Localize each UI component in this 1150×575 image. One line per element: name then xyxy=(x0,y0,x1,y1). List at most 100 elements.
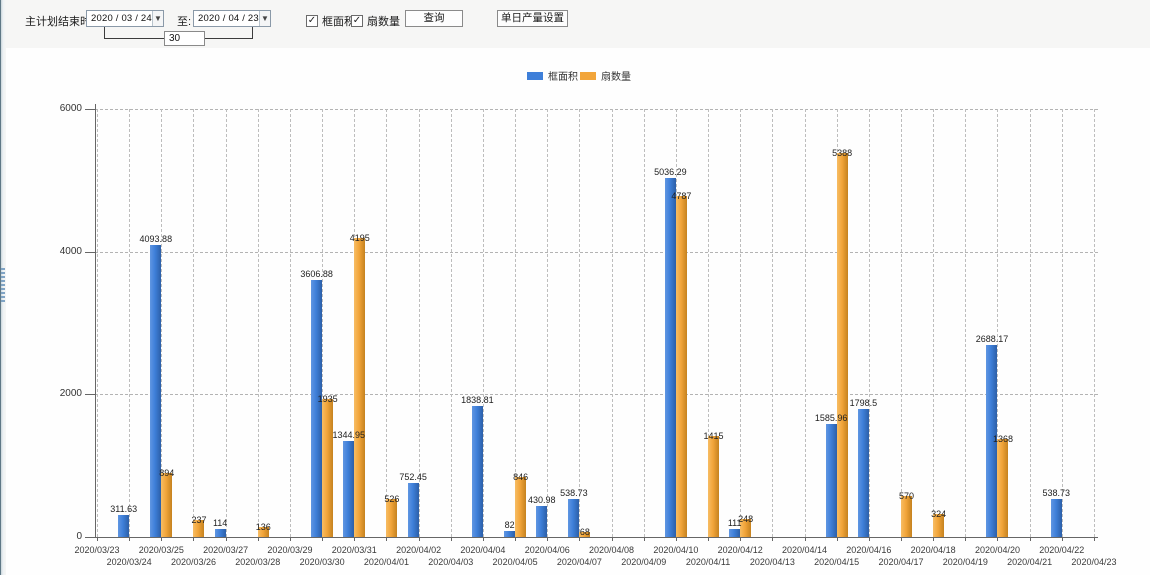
gridline-vertical xyxy=(933,109,935,537)
x-axis-label: 2020/03/29 xyxy=(267,545,313,555)
bar-frame-area xyxy=(568,498,580,537)
days-span-value: 30 xyxy=(169,33,181,44)
plan-end-time-label: 主计划结束时间: xyxy=(25,16,106,28)
x-axis-tick xyxy=(482,537,484,541)
x-axis-label: 2020/04/19 xyxy=(942,557,988,567)
x-axis-label: 2020/03/25 xyxy=(138,545,184,555)
gridline-vertical xyxy=(515,109,517,537)
y-axis-label: 2000 xyxy=(59,388,82,400)
frame-area-checkbox[interactable]: ✓ 框面积 xyxy=(306,13,355,29)
bar-frame-area xyxy=(311,279,323,537)
bar-value-label: 4093.88 xyxy=(139,233,173,244)
bar-frame-area xyxy=(471,405,483,537)
gridline-vertical xyxy=(322,109,324,537)
x-axis-label: 2020/03/30 xyxy=(299,557,345,567)
bar-value-label: 324 xyxy=(931,508,947,519)
x-axis-label: 2020/03/31 xyxy=(331,545,377,555)
query-button[interactable]: 查询 xyxy=(405,10,463,27)
bar-frame-area xyxy=(664,177,676,537)
x-axis-label: 2020/04/14 xyxy=(781,545,828,555)
x-axis-label: 2020/04/04 xyxy=(460,545,506,555)
gridline-vertical xyxy=(965,109,967,537)
gridline-vertical xyxy=(386,109,388,537)
date-from-dropdown-button[interactable]: ▼ xyxy=(151,11,163,26)
bar-frame-area xyxy=(118,514,130,537)
x-axis-tick xyxy=(772,537,774,541)
bar-value-label: 4787 xyxy=(671,190,692,201)
bar-value-label: 111 xyxy=(727,518,742,529)
bar-value-label: 570 xyxy=(898,491,915,502)
x-axis-tick xyxy=(611,537,613,541)
bar-frame-area xyxy=(986,345,998,537)
x-axis-label: 2020/04/09 xyxy=(621,557,667,567)
gridline-vertical xyxy=(901,109,902,537)
connector-line xyxy=(252,27,253,39)
gridline-vertical xyxy=(97,109,98,537)
x-axis-tick xyxy=(1061,537,1063,541)
x-axis-label: 2020/04/07 xyxy=(556,557,602,567)
bar-sash-count xyxy=(386,499,398,537)
x-axis-tick xyxy=(901,537,902,541)
x-axis-label: 2020/04/01 xyxy=(363,557,409,567)
bar-sash-count xyxy=(675,195,687,537)
x-axis-label: 2020/04/17 xyxy=(878,557,924,567)
bar-frame-area xyxy=(1050,498,1062,537)
gridline-vertical xyxy=(161,109,163,537)
bar-value-label: 5036.29 xyxy=(654,166,687,177)
x-axis-tick xyxy=(225,537,227,541)
x-axis-tick xyxy=(836,537,838,541)
x-axis-tick xyxy=(965,537,967,541)
gridline-vertical xyxy=(482,109,484,537)
gridline-vertical xyxy=(289,109,291,537)
gridline-vertical xyxy=(418,109,420,537)
bar-value-label: 4195 xyxy=(349,232,370,243)
bar-value-label: 846 xyxy=(513,471,529,482)
legend-item-frame-area[interactable]: 框面积 xyxy=(527,68,578,83)
bar-value-label: 430.98 xyxy=(527,495,556,506)
bar-value-label: 538.73 xyxy=(1042,487,1071,498)
gridline-vertical xyxy=(772,109,774,537)
x-axis-label: 2020/04/20 xyxy=(974,545,1020,555)
connector-line xyxy=(104,27,105,39)
bar-value-label: 3606.88 xyxy=(300,268,333,279)
y-axis-tick xyxy=(85,109,95,110)
x-axis-tick xyxy=(386,537,388,541)
date-to-picker[interactable]: 2020 / 04 / 23 ▼ xyxy=(193,10,271,27)
date-to-dropdown-button[interactable]: ▼ xyxy=(258,11,270,26)
bar-value-label: 136 xyxy=(255,522,271,533)
bar-frame-area xyxy=(504,531,516,537)
bar-value-label: 1798.5 xyxy=(849,397,878,408)
daily-output-settings-button[interactable]: 单日产量设置 xyxy=(497,10,568,27)
bar-sash-count xyxy=(161,473,173,537)
bar-sash-count xyxy=(740,519,752,537)
legend-label-sash-count: 扇数量 xyxy=(601,72,631,83)
bar-value-label: 68 xyxy=(579,527,590,538)
date-from-picker[interactable]: 2020 / 03 / 24 ▼ xyxy=(86,10,164,27)
bar-sash-count xyxy=(997,439,1009,537)
bar-sash-count xyxy=(193,520,205,537)
bar-sash-count xyxy=(708,436,720,537)
gridline-vertical xyxy=(868,109,870,537)
bar-value-label: 5388 xyxy=(832,147,853,158)
bar-sash-count xyxy=(257,527,269,537)
gridline-vertical xyxy=(643,109,645,537)
sash-count-checkbox[interactable]: ✓ 扇数量 xyxy=(351,13,400,29)
bar-sash-count xyxy=(515,476,527,537)
x-axis-label: 2020/04/18 xyxy=(910,545,956,555)
y-axis-line xyxy=(95,104,96,537)
x-axis-tick xyxy=(643,537,645,541)
days-span-field[interactable]: 30 xyxy=(164,31,205,46)
toolbar: 主计划结束时间: 2020 / 03 / 24 ▼ 至: 2020 / 04 /… xyxy=(0,0,1150,50)
x-axis-tick xyxy=(129,537,131,541)
x-axis-label: 2020/04/02 xyxy=(396,545,442,555)
left-scroll-marker xyxy=(1,268,5,304)
legend-item-sash-count[interactable]: 扇数量 xyxy=(580,68,631,83)
legend-swatch-sash-count xyxy=(580,71,596,80)
x-axis-label: 2020/04/21 xyxy=(1007,557,1053,567)
gridline-vertical xyxy=(450,109,452,537)
bar-sash-count xyxy=(579,532,591,537)
x-axis-tick xyxy=(450,537,452,541)
x-axis-label: 2020/04/10 xyxy=(653,545,699,555)
